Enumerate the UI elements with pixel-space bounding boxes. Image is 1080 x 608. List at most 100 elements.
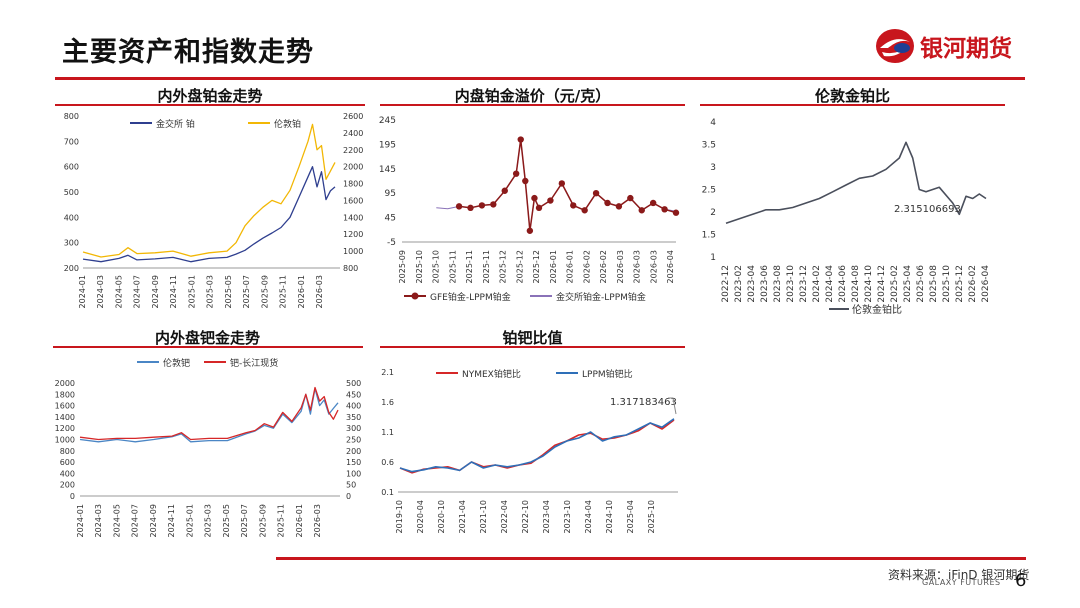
chart1-x-tick: 2024-01 [78,275,87,308]
chart2-x-tick: 2025-11 [448,250,457,283]
chart2-y-tick: 145 [379,165,396,175]
chart3-x-tick: 2025-02 [890,265,900,303]
chart2-point [526,227,534,234]
chart3-y-tick: 2 [710,208,716,218]
chart4-x-tick: 2024-07 [131,504,140,537]
chart4-x-tick: 2025-09 [258,504,267,537]
chart1-right-tick: 1800 [343,180,363,189]
chart2-x-tick: 2026-03 [649,250,658,283]
chart5-legend-2-label: LPPM铂钯比 [582,368,633,380]
chart2-legend-1-marker [411,292,419,300]
chart2-x-tick: 2025-12 [515,250,524,283]
chart3-x-tick: 2023-04 [747,265,757,303]
chart3-x-tick: 2025-06 [916,265,926,303]
chart4-series-1 [79,387,339,443]
chart3-x-tick: 2025-10 [942,265,952,303]
chart4-right-tick: 0 [346,492,351,501]
chart3-x-tick: 2025-08 [929,265,939,303]
chart2-point [627,194,634,202]
chart2-x-tick: 2025-10 [415,250,424,283]
chart3-y-tick: 2.5 [702,186,716,196]
chart5-x-tick: 2019-10 [395,500,404,533]
chart4-left-tick: 200 [60,481,75,490]
chart4-right-tick: 450 [346,390,361,399]
chart2-x-tick: 2026-04 [666,250,675,283]
chart4-left-tick: 400 [60,469,75,478]
chart5-x-tick: 2022-10 [521,500,530,533]
chart2-point [661,206,668,213]
chart2-x-tick: 2025-12 [532,250,541,283]
chart2-x-tick: 2026-01 [549,250,558,283]
chart4-title: 内外盘钯金走势 [154,329,260,347]
chart2-x-tick: 2025-11 [482,250,491,283]
chart1-left-tick: 200 [64,264,79,273]
chart4-left-tick: 2000 [55,379,75,388]
chart3-y-tick: 4 [710,118,716,128]
chart3-title: 伦敦金铂比 [814,87,890,105]
chart2-y-tick: 245 [379,116,396,126]
chart4-right-tick: 350 [346,413,361,422]
chart1-right-tick: 2600 [343,112,363,121]
chart1-left-tick: 800 [64,112,79,121]
chart2-point [615,203,623,210]
chart1-title: 内外盘铂金走势 [157,87,263,105]
chart2-x-tick: 2025-09 [398,250,407,283]
chart2-point [604,199,611,207]
chart4-right-tick: 100 [346,469,361,478]
chart3-y-tick: 3.5 [702,141,716,151]
chart5-series-2 [399,418,675,473]
chart5-y-tick: 2.1 [381,368,394,377]
chart4-x-tick: 2025-03 [204,504,213,537]
chart3-annotation: 2.315106693 [894,204,961,215]
chart5-legend-1-label: NYMEX铂钯比 [462,368,521,380]
chart4-x-tick: 2026-01 [295,504,304,537]
chart1-x-tick: 2024-11 [169,275,178,308]
chart1-x-tick: 2025-01 [187,275,196,308]
chart5-y-tick: 0.1 [381,488,394,497]
chart2-x-tick: 2025-10 [432,250,441,283]
chart5-x-tick: 2020-10 [437,500,446,533]
chart1-left-tick: 400 [64,213,79,222]
chart5-annotation-leader [668,397,677,415]
chart5-x-tick: 2025-04 [626,500,635,533]
chart3-x-tick: 2023-02 [734,265,744,303]
chart5-x-tick: 2022-04 [500,500,509,533]
chart4-x-tick: 2025-07 [240,504,249,537]
chart5-y-tick: 1.1 [381,428,394,437]
chart5-x-tick: 2024-10 [605,500,614,533]
chart5-series-1 [399,419,675,474]
chart1-x-tick: 2025-09 [260,275,269,308]
chart3-series-1 [725,141,987,225]
bottom-divider [276,557,1026,560]
chart5-annotation: 1.317183463 [610,397,677,408]
chart4-right-tick: 500 [346,379,361,388]
chart3-x-tick: 2024-06 [838,265,848,303]
chart1-x-tick: 2024-03 [96,275,105,308]
chart1-left-tick: 600 [64,163,79,172]
chart4-right-tick: 250 [346,436,361,445]
chart1-right-tick: 2400 [343,129,363,138]
chart3-x-tick: 2023-06 [760,265,770,303]
chart3-x-tick: 2023-08 [773,265,783,303]
chart3-x-tick: 2024-10 [864,265,874,303]
chart4-x-tick: 2024-11 [167,504,176,537]
chart2-point [535,204,543,212]
chart4-left-tick: 800 [60,447,75,456]
chart2-x-tick: 2025-11 [465,250,474,283]
chart2-point [547,197,554,204]
chart4-x-tick: 2024-05 [112,504,121,537]
chart4-x-tick: 2024-09 [149,504,158,537]
chart2-legend-1-label: GFE铂金-LPPM铂金 [430,291,511,303]
chart2-point [592,190,600,197]
chart1-left-tick: 300 [64,239,79,248]
chart4-series-2 [79,386,339,441]
chart2-y-tick: 95 [385,189,396,199]
brand-logo: 银河期货 [874,26,1044,66]
chart1-right-tick: 1400 [343,213,363,222]
chart3-x-tick: 2025-12 [955,265,965,303]
chart2-point [672,209,680,216]
chart3-x-tick: 2025-04 [903,265,913,303]
chart3-y-tick: 3 [710,163,716,173]
